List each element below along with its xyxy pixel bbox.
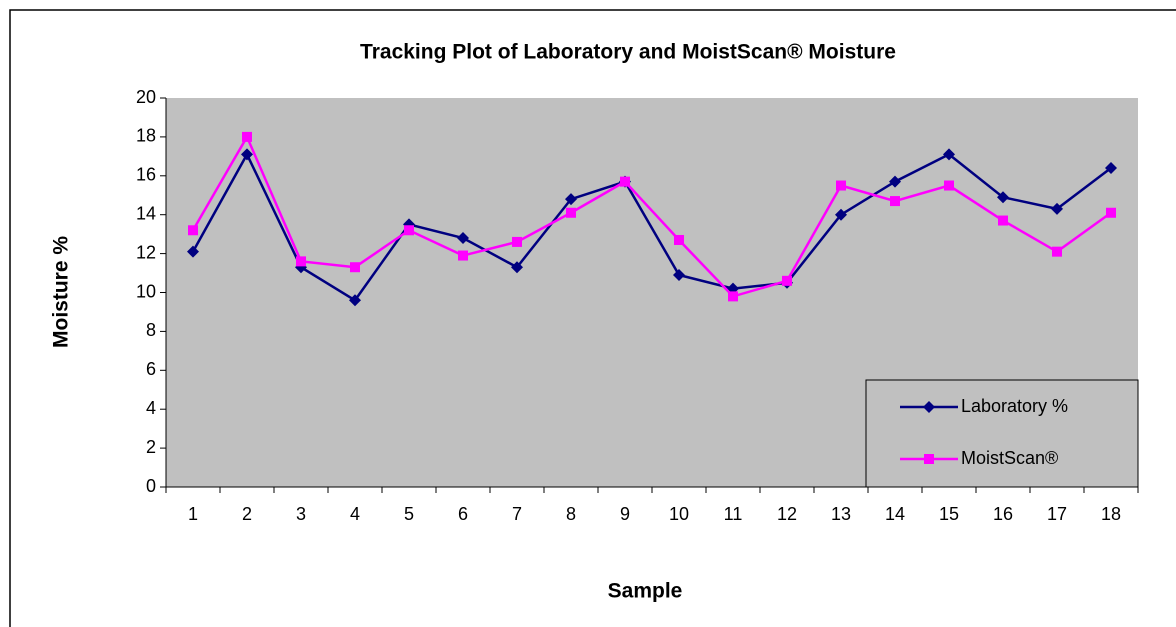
x-axis-label: Sample — [608, 580, 683, 603]
data-point — [512, 236, 522, 247]
y-tick-label: 0 — [146, 476, 156, 496]
data-point — [566, 207, 576, 218]
legend-label: Laboratory % — [961, 396, 1068, 416]
data-point — [944, 180, 954, 191]
x-tick-label: 13 — [831, 504, 851, 524]
legend-marker — [924, 454, 934, 464]
data-point — [1051, 202, 1063, 215]
data-point — [242, 131, 252, 142]
y-tick-label: 18 — [136, 126, 156, 146]
data-point — [457, 232, 469, 245]
data-point — [1105, 162, 1117, 175]
y-axis-label: Moisture % — [50, 236, 73, 348]
y-tick-label: 14 — [136, 203, 156, 223]
data-point — [889, 175, 901, 188]
y-tick-label: 12 — [136, 242, 156, 262]
data-point — [673, 268, 685, 281]
y-tick-label: 4 — [146, 398, 156, 418]
x-tick-label: 4 — [350, 504, 360, 524]
x-tick-label: 5 — [404, 504, 414, 524]
data-point — [241, 148, 253, 161]
data-point — [728, 291, 738, 302]
data-point — [458, 250, 468, 261]
data-point — [836, 180, 846, 191]
x-tick-label: 8 — [566, 504, 576, 524]
data-point — [187, 245, 199, 258]
x-tick-label: 7 — [512, 504, 522, 524]
y-tick-label: 6 — [146, 359, 156, 379]
chart-title: Tracking Plot of Laboratory and MoistSca… — [360, 41, 896, 64]
legend — [865, 379, 1139, 488]
data-point — [188, 225, 198, 236]
data-point — [998, 215, 1008, 226]
data-point — [565, 193, 577, 206]
data-point — [1052, 246, 1062, 257]
x-tick-label: 2 — [242, 504, 252, 524]
y-tick-label: 16 — [136, 165, 156, 185]
data-point — [404, 225, 414, 236]
data-point — [943, 148, 955, 161]
data-point — [890, 196, 900, 207]
x-tick-label: 11 — [724, 504, 743, 524]
data-point — [349, 294, 361, 307]
series-line — [191, 134, 1112, 298]
data-point — [511, 261, 523, 274]
y-tick-label: 8 — [146, 320, 156, 340]
data-point — [620, 176, 630, 187]
series-line — [191, 151, 1112, 302]
data-point — [674, 234, 684, 245]
x-tick-label: 6 — [458, 504, 468, 524]
x-tick-label: 16 — [993, 504, 1013, 524]
data-point — [350, 262, 360, 273]
y-tick-label: 10 — [136, 281, 156, 301]
x-tick-label: 10 — [669, 504, 689, 524]
x-tick-label: 17 — [1047, 504, 1067, 524]
data-point — [1106, 207, 1116, 218]
data-point — [296, 256, 306, 267]
x-tick-label: 15 — [939, 504, 959, 524]
legend-marker — [923, 401, 935, 413]
x-tick-label: 9 — [620, 504, 630, 524]
y-tick-label: 20 — [136, 87, 156, 107]
legend-label: MoistScan® — [961, 448, 1058, 468]
x-tick-label: 14 — [885, 504, 905, 524]
data-point — [835, 208, 847, 221]
x-tick-label: 12 — [777, 504, 797, 524]
x-tick-label: 1 — [188, 504, 198, 524]
x-tick-label: 18 — [1101, 504, 1121, 524]
y-tick-label: 2 — [146, 437, 156, 457]
data-point — [782, 275, 792, 286]
x-tick-label: 3 — [296, 504, 306, 524]
data-point — [997, 191, 1009, 204]
